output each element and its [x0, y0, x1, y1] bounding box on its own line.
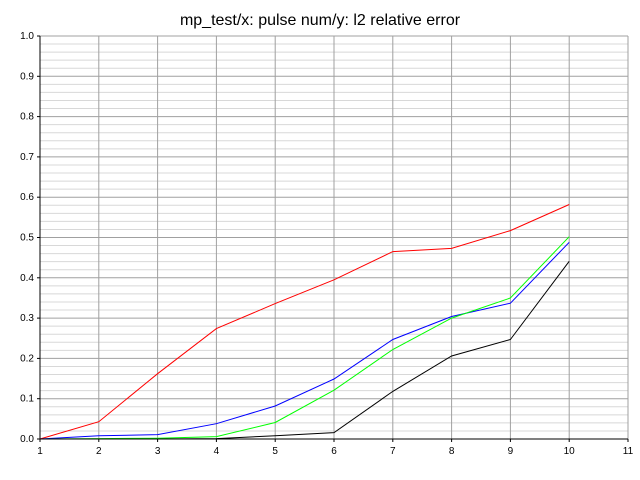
- y-tick-label: 0.6: [20, 192, 34, 203]
- series-line-1: [39, 204, 570, 440]
- y-tick-label: 0.1: [20, 394, 34, 405]
- series-line-4: [40, 260, 570, 440]
- x-tick-label: 2: [96, 446, 102, 457]
- x-tick-label: 9: [508, 446, 514, 457]
- y-tick-label: 0.9: [20, 71, 34, 82]
- x-tick-label: 6: [331, 446, 337, 457]
- y-tick-label: 0.4: [20, 273, 34, 284]
- x-tick-label: 7: [390, 446, 396, 457]
- x-tick-label: 5: [272, 446, 278, 457]
- y-tick-label: 0.8: [20, 112, 34, 123]
- x-tick-label: 3: [155, 446, 161, 457]
- x-tick-label: 1: [37, 446, 43, 457]
- y-tick-label: 0.2: [20, 353, 34, 364]
- series-line-3: [39, 236, 570, 440]
- chart-title: mp_test/x: pulse num/y: l2 relative erro…: [179, 12, 461, 29]
- x-tick-label: 4: [214, 446, 220, 457]
- y-tick-label: 1.0: [20, 31, 34, 42]
- x-tick-label: 8: [449, 446, 455, 457]
- y-tick-label: 0.7: [20, 152, 34, 163]
- x-tick-label: 11: [623, 446, 634, 457]
- y-tick-label: 0.3: [20, 313, 34, 324]
- series-line-2: [39, 241, 570, 440]
- y-tick-label: 0.5: [20, 233, 34, 244]
- x-tick-label: 10: [564, 446, 576, 457]
- y-tick-label: 0.0: [20, 434, 34, 445]
